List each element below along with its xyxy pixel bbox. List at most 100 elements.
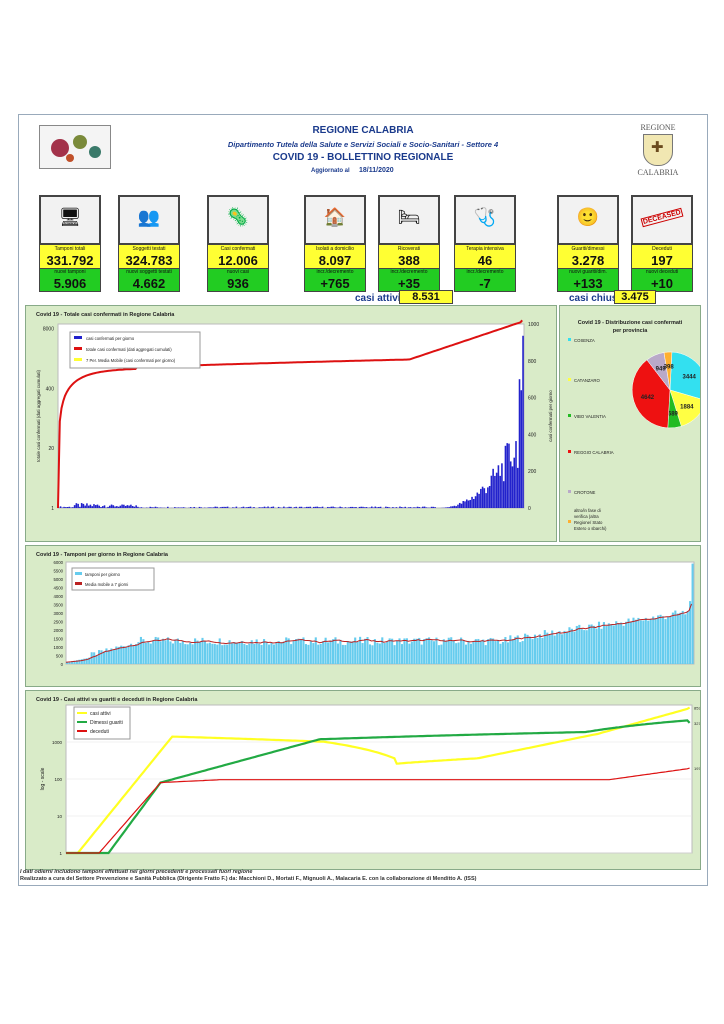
y-tick-label: 500 — [56, 654, 64, 659]
logo-top-text: REGIONE — [640, 123, 676, 132]
tests-bar — [272, 644, 275, 664]
tests-bar — [248, 643, 251, 664]
tests-bar — [484, 645, 487, 664]
icu-bed-icon: 🩺 — [454, 195, 516, 245]
y-tick-label: 2500 — [53, 620, 63, 625]
tests-bar — [376, 642, 379, 664]
daily-cases-bar — [272, 506, 275, 508]
daily-cases-bar — [246, 507, 248, 508]
tests-bar — [676, 613, 679, 664]
daily-cases-bar — [123, 504, 125, 508]
stat-card: 🖥 Tamponi totali 331.792 nuovi tamponi 5.906 — [39, 195, 101, 292]
region-logo: REGIONE CALABRIA — [631, 123, 685, 177]
daily-cases-bar — [223, 506, 225, 508]
tests-bar — [122, 646, 125, 664]
y-tick-label: 1500 — [53, 637, 63, 642]
daily-cases-bar — [263, 506, 266, 508]
daily-cases-bar — [108, 505, 111, 508]
card-glyph: 👥 — [137, 207, 161, 227]
daily-cases-bar — [181, 507, 183, 508]
tests-bar — [368, 644, 372, 664]
tests-bar — [383, 643, 386, 664]
tests-bar — [162, 638, 165, 664]
card-value: 388 — [378, 253, 440, 269]
daily-cases-bar — [260, 507, 262, 508]
tests-bar — [235, 642, 239, 664]
daily-cases-bar — [513, 457, 516, 508]
legend-swatch — [75, 582, 82, 585]
y-tick-label: 8000 — [43, 326, 54, 332]
daily-cases-bar — [240, 507, 243, 508]
tests-bar — [637, 617, 640, 664]
daily-cases-bar — [316, 506, 319, 508]
tests-bar — [144, 642, 147, 664]
pie-slice — [669, 351, 700, 399]
tests-bar — [331, 639, 335, 664]
card-sub-label: nuovi tamponi — [39, 269, 101, 276]
tests-bar — [159, 641, 162, 664]
daily-cases-bar — [210, 507, 213, 508]
daily-cases-bar — [444, 507, 447, 508]
pie-legend-label: Regione/ Stato — [574, 520, 603, 525]
daily-cases-bar — [214, 506, 217, 508]
y-tick-label: 4500 — [53, 586, 63, 591]
stat-card: 🙂 Guariti/dimessi 3.278 nuovi guariti/dim. +… — [557, 195, 619, 292]
daily-cases-bar — [374, 506, 377, 508]
tests-bar — [492, 638, 495, 664]
daily-cases-bar — [82, 503, 85, 508]
daily-cases-bar — [119, 505, 122, 508]
tests-bar — [154, 636, 157, 664]
y-tick-label: 3000 — [53, 611, 63, 616]
tests-bar — [661, 616, 665, 664]
tests-bar — [538, 634, 541, 664]
pie-legend-label: VIBO VALENTIA — [574, 414, 606, 419]
daily-cases-bar — [89, 504, 92, 508]
card-value: 324.783 — [118, 253, 180, 269]
pie-legend-label: CATANZARO — [574, 378, 601, 383]
daily-cases-bar — [339, 506, 341, 508]
tests-bar — [201, 637, 204, 664]
daily-cases-bar — [348, 507, 350, 508]
tests-bar — [95, 654, 98, 664]
tests-bar — [346, 641, 349, 664]
y-tick-label: 1000 — [52, 740, 63, 745]
card-glyph: 🖥 — [58, 207, 82, 227]
tests-bar — [634, 619, 637, 664]
pie-value-label: 1884 — [680, 404, 694, 410]
legend-label: tamponi per giorno — [85, 572, 121, 577]
daily-cases-bar — [307, 506, 310, 508]
daily-cases-bar — [386, 506, 389, 508]
daily-cases-bar — [469, 499, 472, 508]
daily-cases-bar — [193, 506, 195, 508]
tests-bar — [393, 645, 396, 664]
daily-cases-bar — [349, 506, 352, 508]
daily-cases-bar — [476, 492, 479, 508]
daily-cases-bar — [103, 505, 106, 508]
daily-cases-bar — [84, 505, 86, 508]
daily-cases-bar — [121, 504, 123, 508]
pie-legend-label: CROTONE — [574, 490, 596, 495]
tests-bar — [314, 637, 317, 664]
card-value: 197 — [631, 253, 693, 269]
virus-icon — [51, 135, 101, 162]
stat-card: 🩺 Terapia intensiva 46 incr./decremento -7 — [454, 195, 516, 292]
legend-swatch — [74, 347, 82, 350]
closed-cases-value: 3.475 — [614, 290, 656, 304]
daily-cases-bar — [70, 507, 72, 508]
tests-bar — [90, 652, 93, 664]
tests-bar — [622, 625, 625, 664]
tests-bar — [127, 645, 130, 664]
recovered-icon: 🙂 — [557, 195, 619, 245]
daily-cases-bar — [112, 505, 115, 508]
tests-bar — [654, 618, 657, 664]
crowd-icon: 👥 — [118, 195, 180, 245]
daily-cases-bar — [515, 441, 517, 508]
tests-chart-title: Covid 19 - Tamponi per giorno in Regione… — [36, 552, 168, 558]
daily-cases-bar — [87, 505, 90, 508]
daily-cases-bar — [290, 506, 292, 508]
daily-cases-bar — [75, 503, 78, 508]
tests-bar — [531, 639, 534, 664]
tests-bar — [290, 644, 293, 664]
tests-bar — [625, 621, 628, 664]
tests-bar — [435, 637, 438, 664]
